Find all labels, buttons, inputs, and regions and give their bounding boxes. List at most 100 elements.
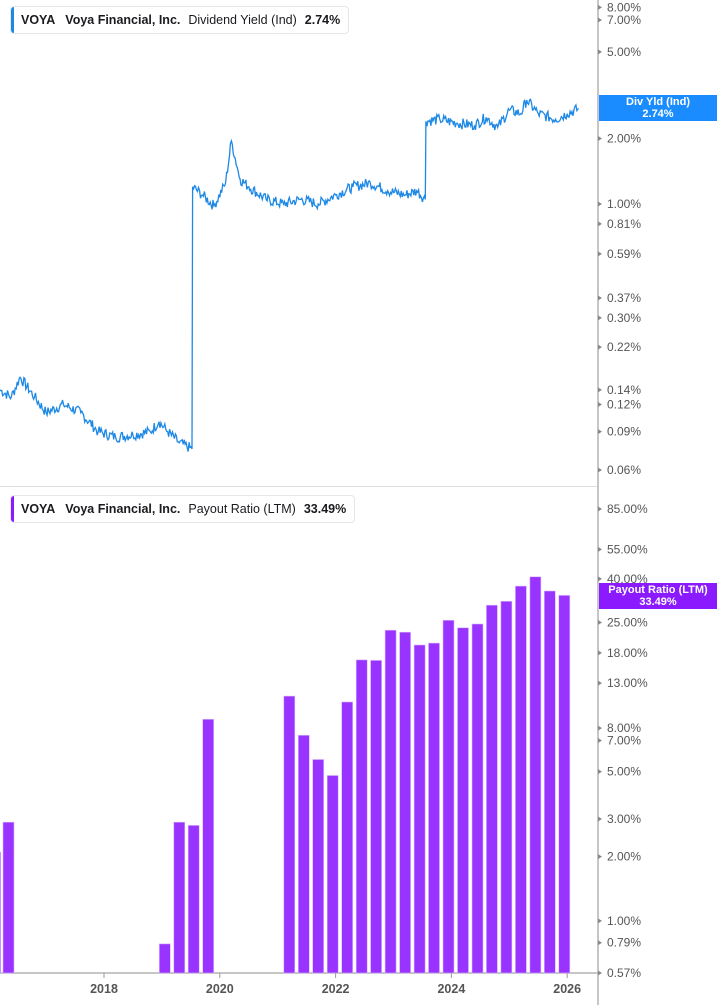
y-tick-label: 7.00% xyxy=(607,733,641,747)
y-tick-mark xyxy=(598,854,602,860)
payout-bar xyxy=(202,718,214,974)
x-tick-label: 2020 xyxy=(206,982,234,996)
y-tick-mark xyxy=(598,4,602,10)
y-tick-mark xyxy=(598,546,602,552)
legend-metric: Payout Ratio (LTM) xyxy=(188,502,296,516)
y-tick-label: 5.00% xyxy=(607,45,641,59)
y-tick-mark xyxy=(598,619,602,625)
y-tick-mark xyxy=(598,201,602,207)
payout-bar xyxy=(159,943,171,974)
payout-bar xyxy=(355,659,368,974)
y-tick-label: 0.81% xyxy=(607,217,641,231)
tag-value: 33.49% xyxy=(639,596,677,608)
x-tick-label: 2024 xyxy=(437,982,465,996)
payout-bar xyxy=(370,660,382,974)
y-tick-label: 0.79% xyxy=(607,936,641,950)
y-tick-label: 1.00% xyxy=(607,914,641,928)
y-tick-label: 0.09% xyxy=(607,425,641,439)
y-tick-mark xyxy=(598,970,602,976)
y-tick-mark xyxy=(598,576,602,582)
y-tick-label: 85.00% xyxy=(607,502,648,516)
y-tick-mark xyxy=(598,737,602,743)
y-tick-mark xyxy=(598,49,602,55)
y-tick-mark xyxy=(598,429,602,435)
y-tick-mark xyxy=(598,467,602,473)
payout-bar xyxy=(0,851,1,974)
y-tick-label: 0.22% xyxy=(607,340,641,354)
payout-bar xyxy=(457,627,469,974)
y-tick-label: 8.00% xyxy=(607,0,641,14)
y-tick-mark xyxy=(598,725,602,731)
payout-bar xyxy=(529,576,542,974)
div-yield-legend: VOYA Voya Financial, Inc. Dividend Yield… xyxy=(10,6,350,34)
y-tick-label: 3.00% xyxy=(607,812,641,826)
payout-bars xyxy=(0,576,571,974)
legend-value: 2.74% xyxy=(304,13,341,27)
y-tick-label: 0.14% xyxy=(607,383,641,397)
payout-bar xyxy=(399,631,411,974)
y-tick-mark xyxy=(598,506,602,512)
payout-bar xyxy=(543,590,556,974)
y-tick-mark xyxy=(598,251,602,257)
payout-value-tag: Payout Ratio (LTM) 33.49% xyxy=(599,583,717,609)
legend-company: Voya Financial, Inc. xyxy=(65,502,181,516)
y-tick-mark xyxy=(598,680,602,686)
payout-bar xyxy=(187,825,200,974)
y-tick-mark xyxy=(598,650,602,656)
x-tick-label: 2026 xyxy=(553,982,581,996)
payout-bar xyxy=(515,585,527,974)
payout-bar xyxy=(413,644,426,974)
payout-bar xyxy=(283,695,296,974)
tag-value: 2.74% xyxy=(642,108,674,120)
y-tick-mark xyxy=(598,295,602,301)
payout-bar xyxy=(326,775,339,974)
payout-bar xyxy=(173,821,186,974)
y-tick-label: 1.00% xyxy=(607,197,641,211)
y-tick-label: 13.00% xyxy=(607,676,648,690)
x-tick-label: 2022 xyxy=(322,982,350,996)
y-tick-mark xyxy=(598,401,602,407)
y-tick-label: 55.00% xyxy=(607,542,648,556)
y-tick-label: 25.00% xyxy=(607,615,648,629)
y-tick-label: 2.00% xyxy=(607,850,641,864)
y-tick-label: 40.00% xyxy=(607,572,648,586)
div-yield-line xyxy=(0,98,580,452)
payout-legend: VOYA Voya Financial, Inc. Payout Ratio (… xyxy=(10,495,356,523)
y-tick-label: 0.57% xyxy=(607,966,641,980)
payout-bar xyxy=(442,619,455,974)
y-tick-mark xyxy=(598,387,602,393)
legend-color-swatch xyxy=(11,7,14,33)
legend-ticker: VOYA xyxy=(21,13,56,27)
y-tick-label: 7.00% xyxy=(607,13,641,27)
x-axis: 2018 2020 2022 2024 2026 xyxy=(90,973,581,996)
legend-company: Voya Financial, Inc. xyxy=(65,13,181,27)
y-tick-mark xyxy=(598,315,602,321)
payout-bar xyxy=(384,629,397,974)
y-tick-label: 8.00% xyxy=(607,721,641,735)
y-tick-mark xyxy=(598,816,602,822)
payout-bar xyxy=(500,600,513,974)
legend-ticker: VOYA xyxy=(21,502,56,516)
legend-value: 33.49% xyxy=(303,502,347,516)
y-tick-mark xyxy=(598,769,602,775)
payout-bar xyxy=(486,604,498,974)
tag-label: Div Yld (Ind) xyxy=(626,96,690,108)
payout-bar xyxy=(471,623,484,974)
x-tick-label: 2018 xyxy=(90,982,118,996)
y-tick-label: 0.37% xyxy=(607,291,641,305)
y-tick-label: 0.30% xyxy=(607,311,641,325)
legend-color-swatch xyxy=(11,496,14,522)
payout-bar xyxy=(297,734,310,974)
y-tick-mark xyxy=(598,135,602,141)
y-tick-label: 5.00% xyxy=(607,765,641,779)
legend-metric: Dividend Yield (Ind) xyxy=(188,13,297,27)
y-tick-label: 18.00% xyxy=(607,646,648,660)
y-tick-label: 0.59% xyxy=(607,247,641,261)
y-tick-mark xyxy=(598,344,602,350)
y-tick-mark xyxy=(598,221,602,227)
payout-bar xyxy=(2,821,15,974)
y-tick-label: 0.06% xyxy=(607,463,641,477)
payout-bar xyxy=(428,642,440,974)
tag-label: Payout Ratio (LTM) xyxy=(608,584,708,596)
